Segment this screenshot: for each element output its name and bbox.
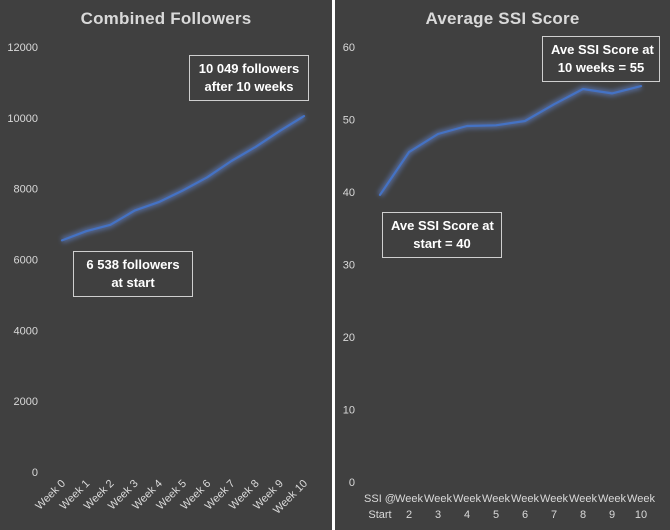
x-tick-label: Week (424, 493, 452, 505)
average-ssi-score-chart: Average SSI Score 0 10 20 30 40 50 60 SSI @ Star… (335, 0, 670, 530)
chart-title: Average SSI Score (425, 9, 580, 28)
series-line (378, 84, 643, 196)
y-tick-label: 0 (349, 477, 355, 489)
y-tick-label: 50 (343, 115, 355, 127)
chart-title: Combined Followers (80, 9, 252, 28)
x-tick-label: 8 (580, 509, 586, 521)
combined-followers-chart: Combined Followers 0 2000 4000 6000 8000 1000… (0, 0, 332, 530)
x-tick-label: 4 (464, 509, 470, 521)
callout-line: 10 049 followers (198, 61, 300, 76)
x-tick-label: 10 (635, 509, 647, 521)
y-tick-label: 12000 (7, 42, 38, 54)
start-ssi-callout: Ave SSI Score at start = 40 (382, 212, 502, 258)
callout-line: after 10 weeks (204, 79, 294, 94)
x-tick-label: 3 (435, 509, 441, 521)
y-tick-label: 2000 (14, 396, 38, 408)
callout-line: Ave SSI Score at (551, 42, 654, 57)
x-tick-label: Week (569, 493, 597, 505)
callout-line: Ave SSI Score at (391, 218, 494, 233)
start-followers-callout: 6 538 followers at start (73, 251, 193, 297)
x-tick-label: Week (482, 493, 510, 505)
x-tick-label: Week (395, 493, 423, 505)
y-tick-label: 20 (343, 332, 355, 344)
x-tick-label: Week (598, 493, 626, 505)
x-tick-label: SSI @ (364, 493, 396, 505)
callout-line: at start (111, 275, 155, 290)
callout-line: start = 40 (413, 236, 471, 251)
x-tick-label: Week (511, 493, 539, 505)
x-tick-label: 6 (522, 509, 528, 521)
y-tick-label: 60 (343, 42, 355, 54)
x-tick-label: 5 (493, 509, 499, 521)
x-tick-label: Week (453, 493, 481, 505)
y-tick-label: 30 (343, 260, 355, 272)
x-tick-label: Week (627, 493, 655, 505)
callout-line: 6 538 followers (86, 257, 180, 272)
x-tick-label: Start (368, 509, 391, 521)
y-tick-label: 10000 (7, 113, 38, 125)
series-line-glow (377, 83, 642, 197)
x-tick-label: Week (540, 493, 568, 505)
end-followers-callout: 10 049 followers after 10 weeks (189, 55, 309, 101)
x-tick-label: 2 (406, 509, 412, 521)
end-ssi-callout: Ave SSI Score at 10 weeks = 55 (542, 36, 660, 82)
y-tick-label: 6000 (14, 255, 38, 267)
x-tick-label: 9 (609, 509, 615, 521)
y-tick-label: 10 (343, 405, 355, 417)
ssi-plot-area: 0 10 20 30 40 50 60 SSI @ Start Week 2 Week 3 Week 4 We… (343, 42, 656, 521)
y-tick-label: 40 (343, 187, 355, 199)
y-tick-label: 0 (32, 467, 38, 479)
y-tick-label: 8000 (14, 184, 38, 196)
callout-line: 10 weeks = 55 (557, 60, 645, 75)
series-line-glow (60, 113, 306, 244)
x-tick-label: 7 (551, 509, 557, 521)
series-line (60, 114, 306, 242)
y-tick-label: 4000 (14, 325, 38, 337)
